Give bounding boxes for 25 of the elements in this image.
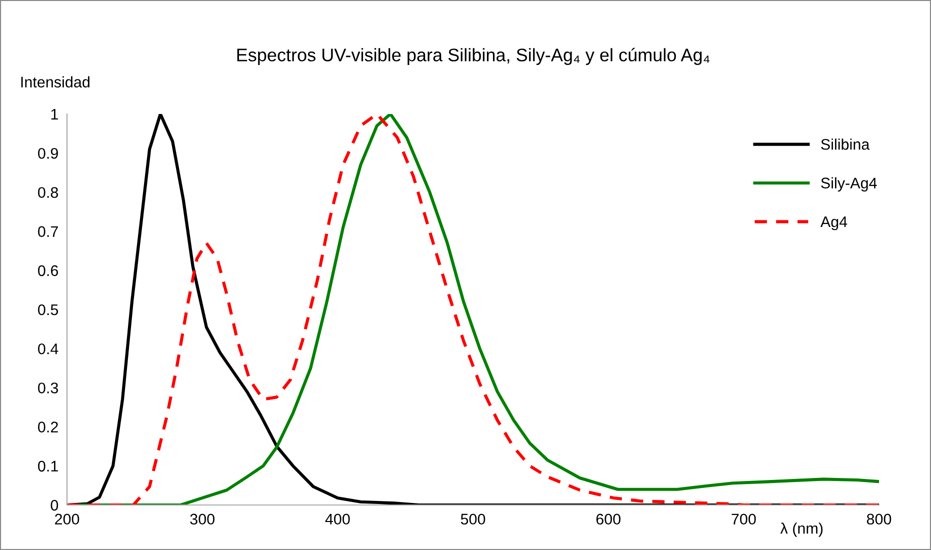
x-tick-label: 400 — [325, 514, 350, 525]
legend-label: Ag4 — [820, 216, 848, 230]
x-tick-label: 800 — [866, 514, 892, 525]
chart-title: Espectros UV-visible para Silibina, Sily-Ag₄ y el cúmulo Ag₄ — [237, 48, 710, 65]
y-tick-label: 1 — [51, 109, 58, 120]
y-tick-label: 0.6 — [38, 265, 58, 276]
y-tick-label: 0.7 — [38, 226, 58, 237]
y-tick-label: 0.1 — [38, 460, 58, 472]
y-tick-label: 0.2 — [38, 422, 58, 432]
y-tick-label: 0.4 — [38, 343, 58, 354]
y-tick-label: 0.5 — [38, 304, 58, 316]
x-tick-label: 300 — [190, 514, 214, 525]
y-tick-label: 0.8 — [38, 187, 58, 198]
legend-label: Silibina — [821, 138, 870, 150]
x-tick-label: 700 — [732, 514, 756, 525]
x-axis-title: λ (nm) — [780, 522, 823, 537]
x-tick-label: 200 — [55, 514, 80, 525]
y-tick-label: 0 — [50, 500, 58, 511]
legend-label: Sily-Ag4 — [821, 177, 877, 192]
x-tick-label: 500 — [460, 514, 486, 525]
y-tick-label: 0.9 — [38, 148, 58, 159]
y-axis-title: Intensidad — [21, 76, 90, 88]
y-tick-label: 0.3 — [38, 382, 58, 394]
x-tick-label: 600 — [596, 514, 620, 525]
line-series — [67, 114, 879, 505]
